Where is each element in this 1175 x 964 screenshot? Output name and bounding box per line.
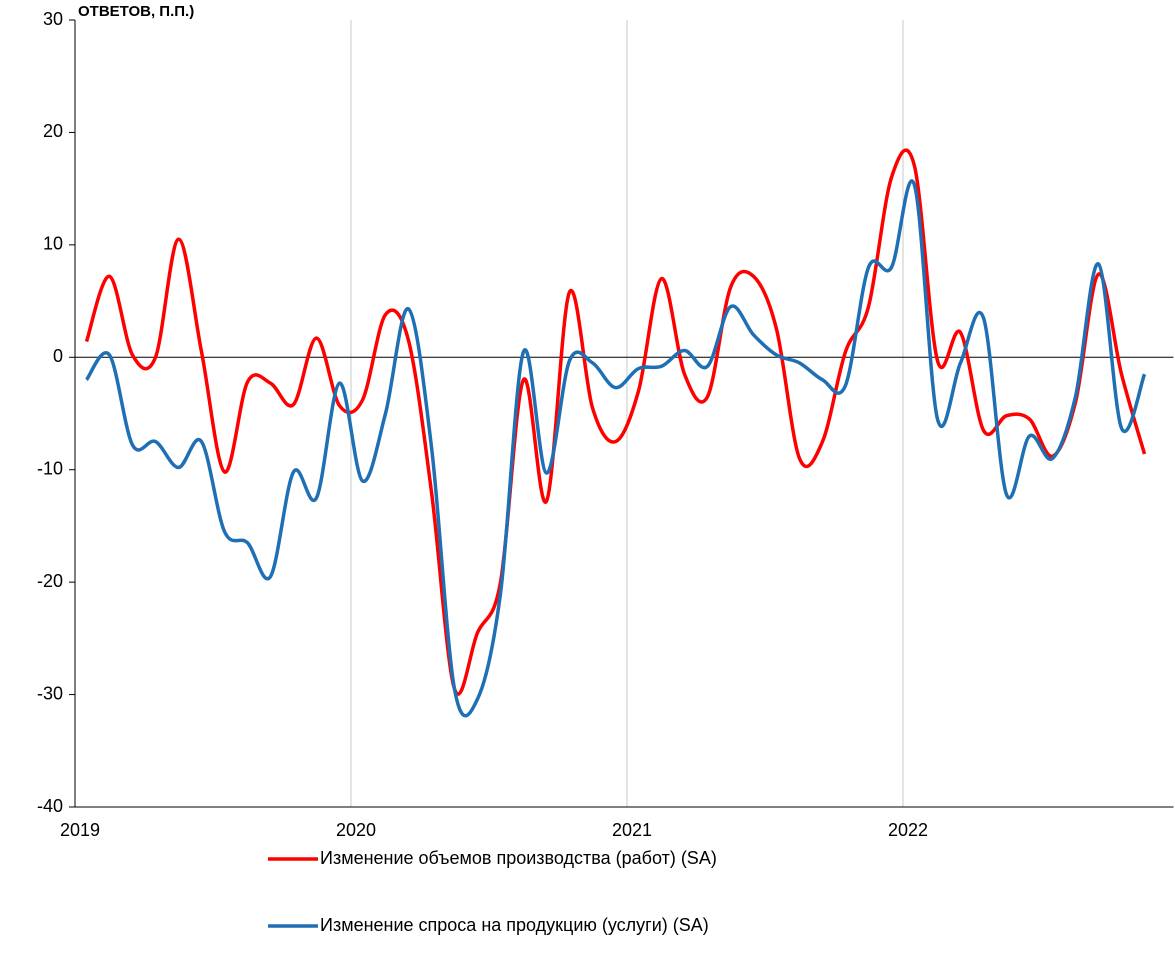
y-tick-label: 20 (43, 121, 63, 141)
x-tick-label: 2020 (336, 820, 376, 840)
y-tick-label: 30 (43, 9, 63, 29)
y-tick-label: -10 (37, 458, 63, 478)
series-line (84, 148, 1147, 696)
legend-label: Изменение спроса на продукцию (услуги) (… (320, 915, 709, 935)
y-tick-label: -30 (37, 683, 63, 703)
chart-title: ОТВЕТОВ, П.П.) (78, 3, 194, 20)
legend-label: Изменение объемов производства (работ) (… (320, 848, 717, 868)
x-tick-label: 2022 (888, 820, 928, 840)
y-tick-label: -40 (37, 796, 63, 816)
x-tick-label: 2021 (612, 820, 652, 840)
y-tick-label: -20 (37, 571, 63, 591)
y-tick-label: 0 (53, 346, 63, 366)
y-tick-label: 10 (43, 234, 63, 254)
series-line (85, 179, 1147, 718)
x-tick-label: 2019 (60, 820, 100, 840)
